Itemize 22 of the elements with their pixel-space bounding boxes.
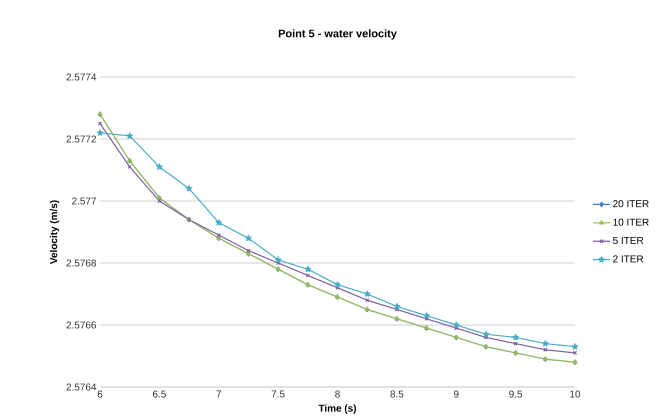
x-tick-label: 6 (98, 390, 102, 398)
x-tick-label: 7 (216, 390, 222, 398)
y-tick-label: 2.5768 (66, 259, 96, 267)
y-tick-label: 2.5764 (66, 383, 96, 391)
chart-title: Point 5 - water velocity (278, 29, 397, 40)
legend-label: 5 ITER (613, 237, 644, 244)
y-tick-label: 2.5766 (66, 321, 96, 329)
x-tick-label: 9 (454, 390, 459, 398)
x-axis-title: Time (s) (318, 404, 356, 414)
y-tick-label: 2.5774 (66, 73, 96, 81)
x-tick-label: 8.5 (390, 390, 404, 398)
x-tick-label: 8 (335, 390, 340, 398)
x-tick-label: 10 (570, 390, 580, 398)
y-axis-title: Velocity (m/s) (50, 200, 60, 264)
x-tick-label: 9.5 (509, 390, 522, 398)
legend-label: 10 ITER (613, 218, 649, 226)
legend-label: 20 ITER (613, 200, 649, 208)
legend-label: 2 ITER (613, 255, 644, 262)
y-tick-label: 2.5772 (66, 135, 96, 143)
y-tick-label: 2.577 (72, 197, 96, 205)
x-tick-label: 7.5 (272, 390, 285, 398)
x-tick-label: 6.5 (152, 390, 166, 398)
